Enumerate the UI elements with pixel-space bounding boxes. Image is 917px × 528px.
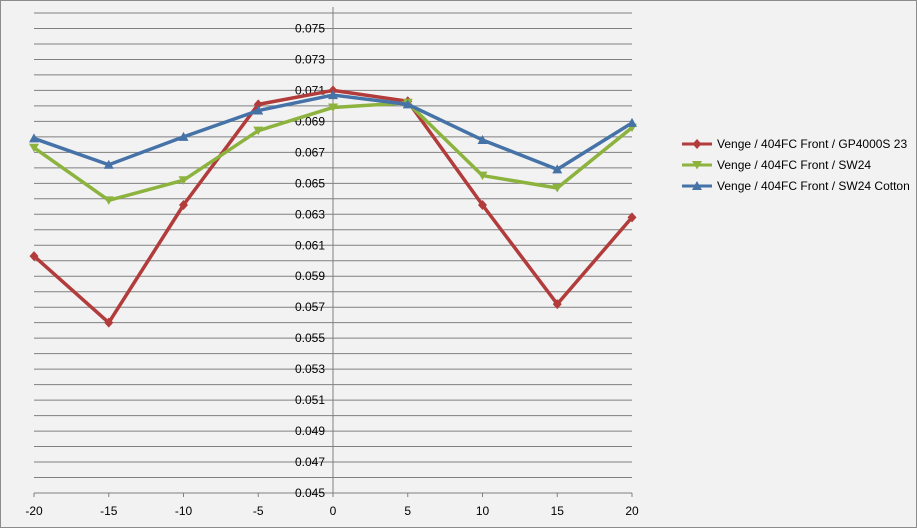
y-tick-label: 0.057 [295, 300, 325, 314]
x-tick-label: 15 [551, 504, 565, 518]
data-point [552, 299, 562, 310]
x-tick-label: 0 [330, 504, 337, 518]
data-point [552, 164, 563, 174]
data-point [253, 99, 263, 110]
data-point [627, 212, 637, 223]
legend-item-1: Venge / 404FC Front / GP4000S 23 [682, 137, 907, 151]
data-point [552, 183, 563, 193]
data-point [29, 251, 39, 262]
legend: Venge / 404FC Front / GP4000S 23 Venge / … [682, 137, 910, 193]
y-tick-label: 0.047 [295, 455, 325, 469]
data-point [104, 317, 114, 328]
series-group [29, 85, 637, 328]
y-tick-label: 0.059 [295, 269, 325, 283]
y-tick-label: 0.051 [295, 393, 325, 407]
y-tick-label: 0.061 [295, 238, 325, 252]
data-point [179, 200, 188, 210]
legend-marker [692, 161, 702, 170]
y-tick-label: 0.065 [295, 176, 325, 190]
y-tick-label: 0.049 [295, 424, 325, 438]
data-point [29, 133, 39, 143]
y-tick-label: 0.073 [295, 52, 325, 66]
legend-marker [692, 139, 702, 149]
x-tick-label: -15 [100, 504, 118, 518]
data-point [253, 105, 264, 115]
data-point [477, 171, 488, 181]
x-tick-label: 10 [476, 504, 490, 518]
data-point [178, 131, 189, 141]
data-point [477, 134, 488, 144]
data-point [29, 143, 39, 153]
legend-label: Venge / 404FC Front / GP4000S 23 [717, 137, 907, 151]
data-point [627, 117, 637, 127]
data-point [328, 103, 338, 112]
y-tick-label: 0.045 [295, 486, 325, 500]
y-tick-label: 0.055 [295, 331, 325, 345]
data-point [103, 159, 114, 169]
x-tick-label: -10 [175, 504, 193, 518]
legend-label: Venge / 404FC Front / SW24 Cotton [717, 179, 910, 193]
x-tick-label: -5 [253, 504, 264, 518]
y-tick-label: 0.075 [295, 21, 325, 35]
series-3 [29, 90, 637, 174]
y-tick-label: 0.063 [295, 207, 325, 221]
data-point [402, 99, 413, 109]
data-point [478, 200, 487, 210]
x-tick-label: -20 [25, 504, 43, 518]
data-point [103, 196, 114, 205]
legend-item-2: Venge / 404FC Front / SW24 [682, 158, 871, 172]
x-tick-label: 5 [404, 504, 411, 518]
y-tick-label: 0.067 [295, 145, 325, 159]
tick-labels: 0.045 0.047 0.049 0.051 0.053 0.055 0.057 0.059… [25, 21, 639, 518]
axes [33, 7, 633, 497]
data-point [328, 90, 338, 100]
data-point [253, 126, 264, 136]
y-tick-label: 0.053 [295, 362, 325, 376]
x-tick-label: 20 [625, 504, 639, 518]
legend-label: Venge / 404FC Front / SW24 [717, 158, 871, 172]
legend-item-3: Venge / 404FC Front / SW24 Cotton [682, 179, 910, 193]
data-point [178, 176, 189, 185]
legend-marker [692, 181, 702, 190]
